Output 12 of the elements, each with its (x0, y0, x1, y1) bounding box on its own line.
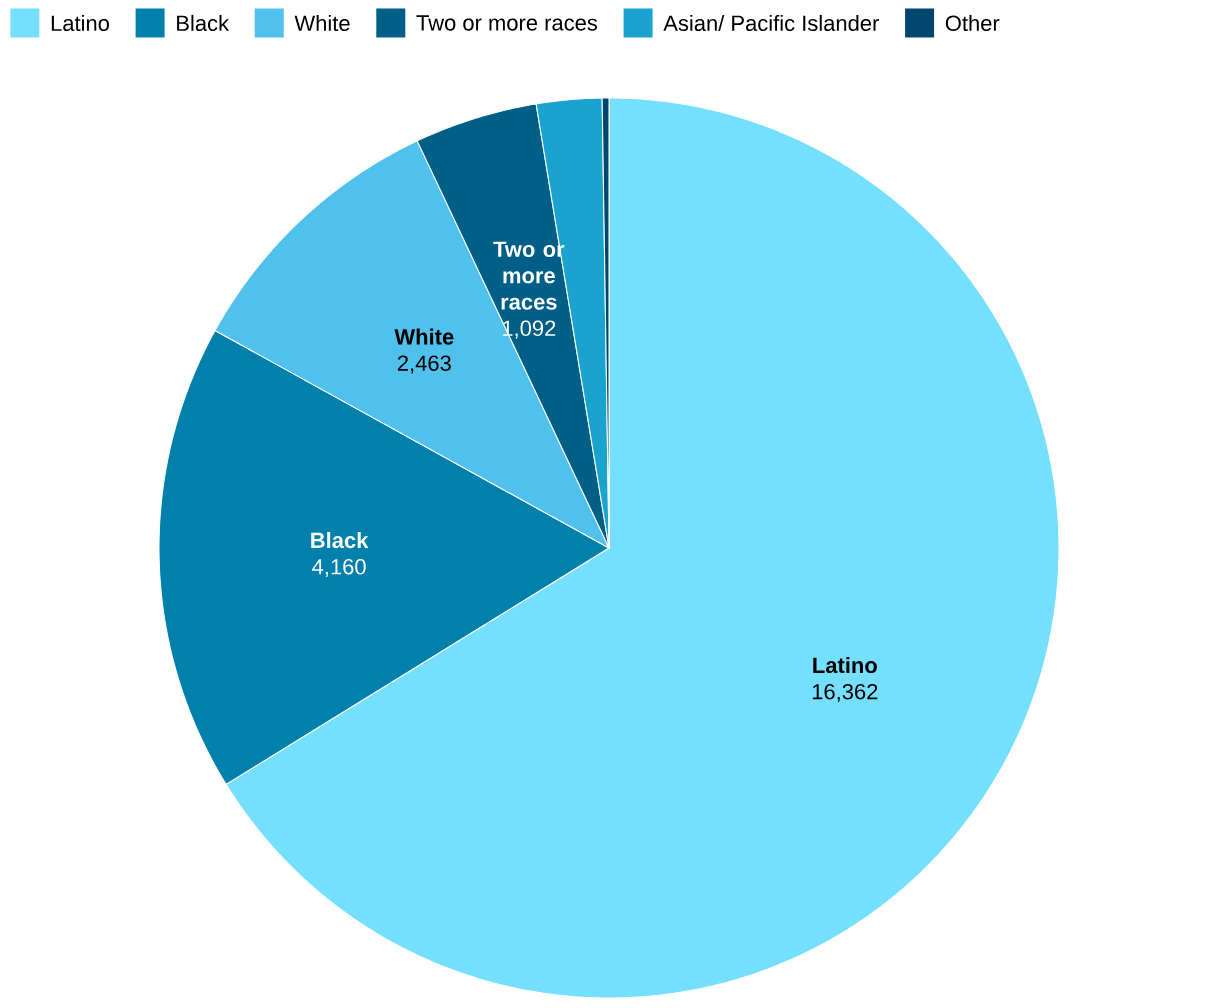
data-label: 4,160 (312, 558, 366, 578)
legend-label: Two or more races (416, 15, 598, 31)
legend-label: Latino (51, 14, 109, 32)
legend-label: Black (177, 14, 230, 32)
data-label: 2,463 (397, 355, 451, 374)
legend-label: White (294, 14, 350, 32)
slice-label: White (394, 328, 454, 345)
data-label: 16,362 (812, 683, 878, 703)
legend-label: Other (945, 14, 1000, 32)
slice-label: Black (311, 532, 369, 549)
legend-label: Asian/ Pacific Islander (663, 14, 879, 32)
slice-label: Latino (813, 656, 877, 674)
